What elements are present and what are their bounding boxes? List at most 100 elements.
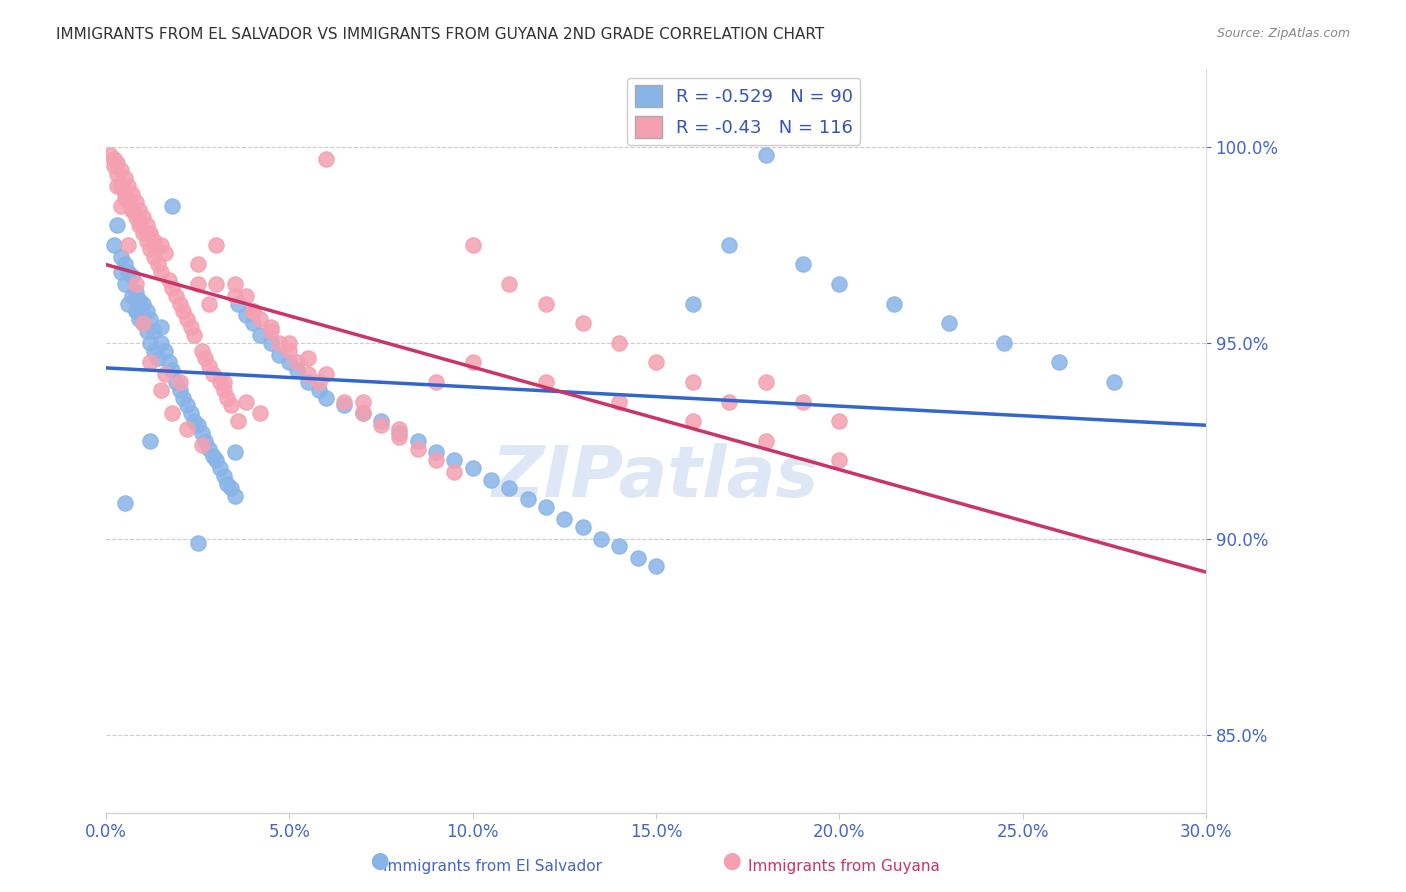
Point: [883, 296, 905, 310]
Point: [124, 304, 146, 318]
Point: [212, 375, 235, 389]
Point: [150, 265, 173, 279]
Point: [190, 343, 212, 358]
Point: [153, 343, 176, 358]
Point: [461, 461, 484, 475]
Point: [128, 293, 150, 307]
Point: [139, 434, 162, 448]
Point: [142, 237, 165, 252]
Text: Source: ZipAtlas.com: Source: ZipAtlas.com: [1216, 27, 1350, 40]
Point: [110, 250, 132, 264]
Point: [260, 335, 283, 350]
Point: [217, 391, 239, 405]
Point: [388, 422, 411, 436]
Point: [132, 211, 155, 225]
Point: [1047, 355, 1070, 369]
Point: [114, 496, 136, 510]
Point: [278, 355, 301, 369]
Point: [285, 355, 308, 369]
Point: [828, 277, 851, 291]
Point: [169, 296, 191, 310]
Point: [176, 422, 198, 436]
Point: [297, 367, 319, 381]
Point: [169, 383, 191, 397]
Point: [114, 277, 136, 291]
Point: [212, 383, 235, 397]
Point: [135, 304, 157, 318]
Point: [132, 296, 155, 310]
Point: [208, 461, 231, 475]
Point: [114, 171, 136, 186]
Point: [534, 375, 557, 389]
Point: [121, 186, 143, 201]
Point: [792, 394, 814, 409]
Point: [828, 414, 851, 428]
Point: [370, 414, 392, 428]
Point: [142, 343, 165, 358]
Point: [103, 237, 125, 252]
Text: Immigrants from El Salvador: Immigrants from El Salvador: [382, 859, 602, 874]
Point: [110, 163, 132, 178]
Point: [553, 512, 575, 526]
Point: [534, 500, 557, 515]
Point: [718, 394, 741, 409]
Point: [219, 399, 242, 413]
Point: [142, 234, 165, 248]
Point: [224, 289, 246, 303]
Point: [534, 296, 557, 310]
Point: [235, 394, 257, 409]
Point: [352, 406, 374, 420]
Point: [121, 202, 143, 217]
Point: [105, 167, 128, 181]
Point: [645, 559, 668, 574]
Text: Immigrants from Guyana: Immigrants from Guyana: [748, 859, 939, 874]
Point: [370, 418, 392, 433]
Point: [194, 434, 217, 448]
Point: [235, 309, 257, 323]
Point: [498, 277, 520, 291]
Point: [260, 320, 283, 334]
Point: [609, 394, 631, 409]
Point: [160, 199, 183, 213]
Point: [217, 476, 239, 491]
Point: [142, 250, 165, 264]
Point: [187, 418, 209, 433]
Point: [124, 277, 146, 291]
Point: [352, 394, 374, 409]
Point: [114, 191, 136, 205]
Point: [139, 242, 162, 256]
Point: [333, 394, 356, 409]
Point: [755, 434, 778, 448]
Point: [103, 152, 125, 166]
Point: [260, 324, 283, 338]
Point: [142, 324, 165, 338]
Point: [150, 335, 173, 350]
Point: [212, 469, 235, 483]
Point: [124, 194, 146, 209]
Point: [224, 277, 246, 291]
Point: [172, 391, 194, 405]
Point: [224, 489, 246, 503]
Point: [160, 281, 183, 295]
Text: IMMIGRANTS FROM EL SALVADOR VS IMMIGRANTS FROM GUYANA 2ND GRADE CORRELATION CHAR: IMMIGRANTS FROM EL SALVADOR VS IMMIGRANT…: [56, 27, 824, 42]
Point: [205, 453, 228, 467]
Point: [388, 430, 411, 444]
Point: [135, 324, 157, 338]
Point: [132, 316, 155, 330]
Point: [176, 312, 198, 326]
Point: [682, 375, 704, 389]
Point: [828, 453, 851, 467]
Point: [249, 312, 271, 326]
Text: ZIPatlas: ZIPatlas: [492, 443, 820, 512]
Point: [110, 179, 132, 194]
Point: [201, 367, 224, 381]
Point: [718, 237, 741, 252]
Point: [249, 406, 271, 420]
Point: [461, 355, 484, 369]
Point: [180, 320, 202, 334]
Point: [135, 234, 157, 248]
Point: [315, 152, 337, 166]
Point: [157, 273, 180, 287]
Point: [114, 186, 136, 201]
Point: [153, 367, 176, 381]
